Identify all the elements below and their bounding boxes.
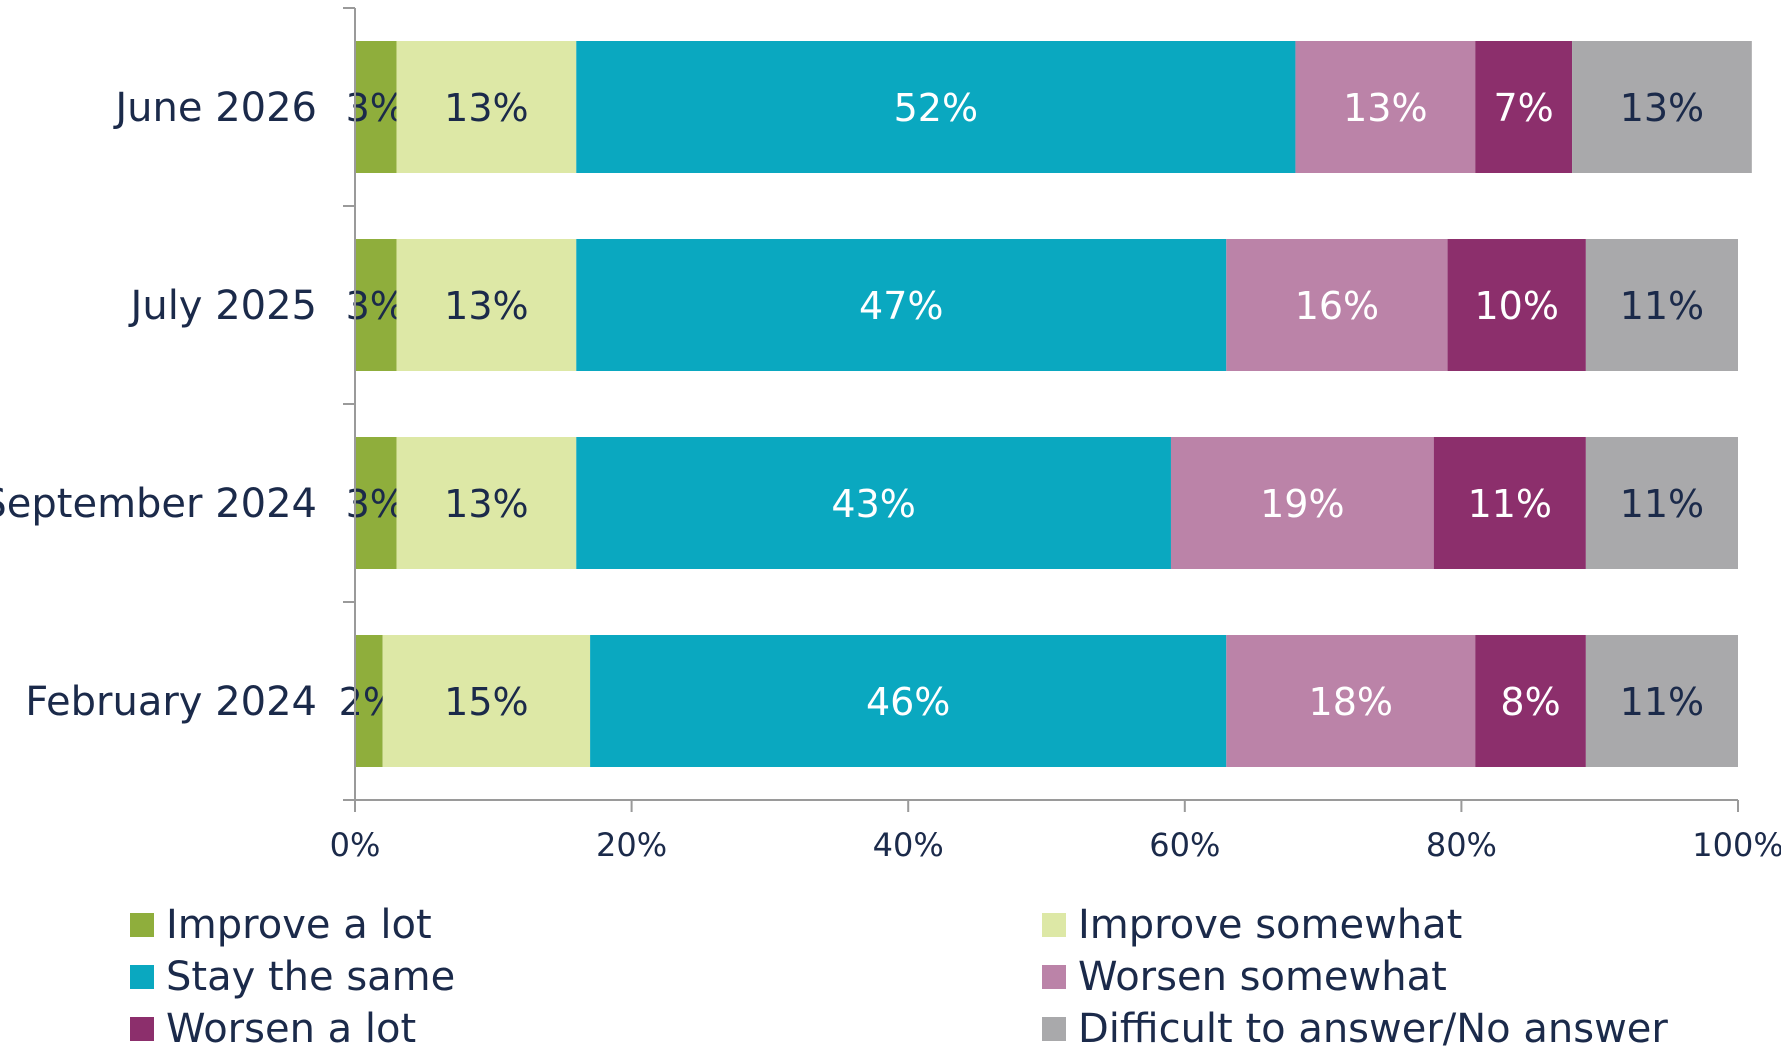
legend-label: Improve somewhat [1078, 902, 1463, 948]
legend-swatch [130, 965, 154, 989]
legend-item: Improve a lot [130, 900, 432, 950]
chart-legend: Improve a lot Improve somewhat Stay the sa… [130, 900, 1730, 1052]
legend-item: Worsen somewhat [1042, 952, 1447, 1002]
data-label: 47% [859, 284, 943, 328]
bar-segment [396, 41, 577, 173]
data-label: 13% [444, 284, 528, 328]
legend-swatch [130, 913, 154, 937]
data-label: 18% [1309, 680, 1393, 724]
x-tick-label: 80% [1426, 826, 1497, 864]
bar-segment [355, 239, 397, 371]
data-label: 15% [444, 680, 528, 724]
bar-segment [1447, 239, 1586, 371]
bar-segment [1585, 437, 1738, 569]
bar-segment [355, 635, 383, 767]
bar-segment [1170, 437, 1434, 569]
data-label: 46% [866, 680, 950, 724]
bar-segment [396, 239, 577, 371]
bar-segment [355, 437, 397, 569]
y-tick-label: July 2025 [128, 283, 317, 329]
legend-item: Improve somewhat [1042, 900, 1462, 950]
legend-label: Improve a lot [166, 902, 432, 948]
legend-label: Stay the same [166, 954, 456, 1000]
x-tick-label: 60% [1149, 826, 1220, 864]
bar-segment [1295, 41, 1476, 173]
legend-swatch [1042, 913, 1066, 937]
bar-segment [1585, 635, 1738, 767]
data-label: 52% [894, 86, 978, 130]
data-label: 19% [1260, 482, 1344, 526]
data-label: 13% [444, 482, 528, 526]
legend-item: Stay the same [130, 952, 455, 1002]
bar-segment [382, 635, 591, 767]
legend-label: Difficult to answer/No answer [1078, 1006, 1668, 1052]
data-label: 13% [1343, 86, 1427, 130]
bar-segment [1433, 437, 1586, 569]
data-label: 13% [1620, 86, 1704, 130]
bar-segment [576, 239, 1227, 371]
data-label: 8% [1500, 680, 1560, 724]
bar-segment [1226, 239, 1448, 371]
legend-swatch [130, 1017, 154, 1041]
data-label: 10% [1474, 284, 1558, 328]
x-tick-label: 100% [1692, 826, 1781, 864]
legend-swatch [1042, 965, 1066, 989]
bar-segment [590, 635, 1227, 767]
y-tick-label: June 2026 [112, 85, 317, 131]
legend-label: Worsen a lot [166, 1006, 417, 1052]
legend-item: Difficult to answer/No answer [1042, 1004, 1668, 1054]
y-tick-label: February 2024 [25, 679, 317, 725]
data-label: 13% [444, 86, 528, 130]
data-label: 11% [1468, 482, 1552, 526]
data-label: 7% [1493, 86, 1553, 130]
data-label: 11% [1620, 284, 1704, 328]
stacked-bar-chart: 3% 13% 52% 13% 7% 13% June 2026 3% 13% 47% 16% 10% 1… [0, 7, 1781, 864]
bar-segment [576, 41, 1296, 173]
bar-segment [1226, 635, 1476, 767]
legend-label: Worsen somewhat [1078, 954, 1447, 1000]
data-label: 43% [831, 482, 915, 526]
data-label: 11% [1620, 680, 1704, 724]
y-tick-label: September 2024 [0, 481, 317, 527]
x-tick-label: 20% [596, 826, 667, 864]
x-tick-label: 40% [873, 826, 944, 864]
bar-segment [1585, 239, 1738, 371]
bar-segment [1475, 41, 1573, 173]
bar-segment [355, 41, 397, 173]
x-tick-label: 0% [330, 826, 381, 864]
bar-segment [576, 437, 1171, 569]
bar-segment [396, 437, 577, 569]
legend-item: Worsen a lot [130, 1004, 416, 1054]
legend-swatch [1042, 1017, 1066, 1041]
data-label: 11% [1620, 482, 1704, 526]
data-label: 16% [1295, 284, 1379, 328]
bar-segment [1572, 41, 1752, 173]
bar-segment [1475, 635, 1586, 767]
